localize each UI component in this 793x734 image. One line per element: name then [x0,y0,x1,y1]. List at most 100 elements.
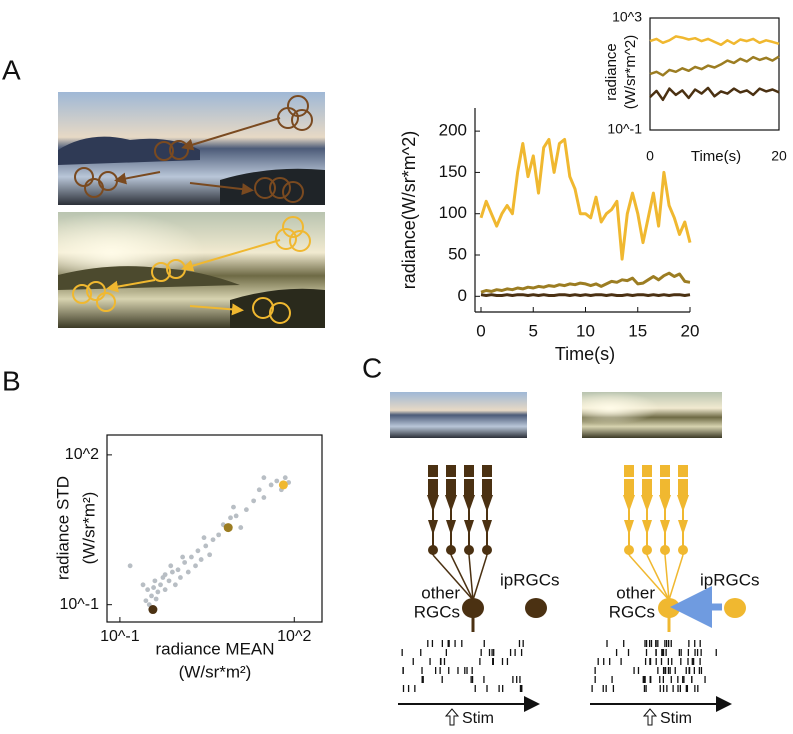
y-tick-label: 10^2 [65,446,99,463]
photoreceptor [464,465,474,495]
x-axis-label: radiance MEAN [155,639,274,658]
cell-label: other [616,583,655,602]
point [175,567,181,573]
point [198,557,204,562]
point [166,578,172,584]
y-tick-label: 200 [439,121,467,140]
cell [464,545,474,555]
chart: 0 50 100 150 200 0 5 10 15 20 Time(s) radiance(W/sr… [399,108,699,364]
x-tick-label: 15 [628,321,647,340]
point [207,552,213,558]
x-tick-label: 10 [576,321,595,340]
stim-arrow [444,708,460,726]
series-line [649,35,780,47]
point [151,585,156,590]
point [201,535,207,541]
iprgc [525,598,547,618]
series-line [649,55,780,77]
panel-label: B [2,365,21,396]
cell-label: RGCs [414,602,460,621]
point [149,593,154,599]
axon [450,554,474,601]
rgc [462,598,484,618]
photoreceptor [446,465,456,495]
point [278,480,288,490]
point [238,525,244,530]
y-axis-label: radiance [603,43,620,101]
x-axis-label: (W/sr*m²) [179,662,252,681]
cell-label: other [421,583,460,602]
cell-label: ipRGCs [700,570,760,589]
series-line [649,86,780,102]
point [162,572,168,578]
y-axis-label: (W/sr*m²) [79,492,98,565]
x-tick-label: 0 [476,321,485,340]
point [231,504,236,510]
cell [624,545,634,555]
point [261,475,267,481]
y-tick-label: 150 [439,162,467,181]
x-tick-label: 10^-1 [100,628,140,645]
retina-diagram [623,465,746,632]
x-tick-label: 20 [771,148,787,164]
photoreceptor [428,465,438,495]
y-axis-label: (W/sr*m^2) [622,35,639,110]
photoreceptor [624,465,634,495]
photoreceptor [660,465,670,495]
cell [678,545,688,555]
axon [468,554,474,601]
cell [428,545,438,555]
series-line [480,271,691,294]
x-tick-label: 10^2 [277,628,311,645]
y-tick-label: 50 [448,244,467,263]
stim-label: Stim [462,710,494,727]
retina-diagram [427,465,547,632]
point [268,482,274,488]
cell [446,545,456,555]
plot-frame [649,17,780,131]
spike-raster [591,640,717,692]
y-tick-label: 10^3 [612,9,642,25]
point [153,596,159,602]
point [216,532,222,538]
point [168,563,174,569]
point [203,543,209,549]
point [182,560,188,565]
point [195,548,201,554]
point [233,513,239,519]
point [243,507,249,513]
x-tick-label: 0 [646,148,654,164]
point [282,475,288,481]
point [261,495,267,500]
point [228,515,233,521]
photo-markers [74,95,313,203]
point [155,589,161,595]
point [193,563,198,569]
point [152,578,158,584]
panel-label: C [362,352,382,383]
point [127,563,133,569]
photoreceptor [678,465,688,495]
panel-label: A [2,54,21,85]
axon [432,554,474,601]
stim-arrow [642,708,658,726]
point [162,587,168,593]
axon [668,554,684,601]
cell [482,545,492,555]
spike-raster [401,640,524,692]
stim-label: Stim [660,710,692,727]
y-tick-label: 10^-1 [607,121,642,137]
axon [664,554,670,601]
point [148,605,158,615]
point [223,523,233,533]
x-tick-label: 5 [529,321,538,340]
chart: 10^-1 10^3 0 20 Time(s) radiance (W/sr*m^2) [603,9,787,165]
point [140,582,146,588]
point [251,498,257,504]
series-line [480,293,691,297]
axon [646,554,670,601]
x-axis-label: Time(s) [691,148,741,165]
cell-label: RGCs [609,602,655,621]
